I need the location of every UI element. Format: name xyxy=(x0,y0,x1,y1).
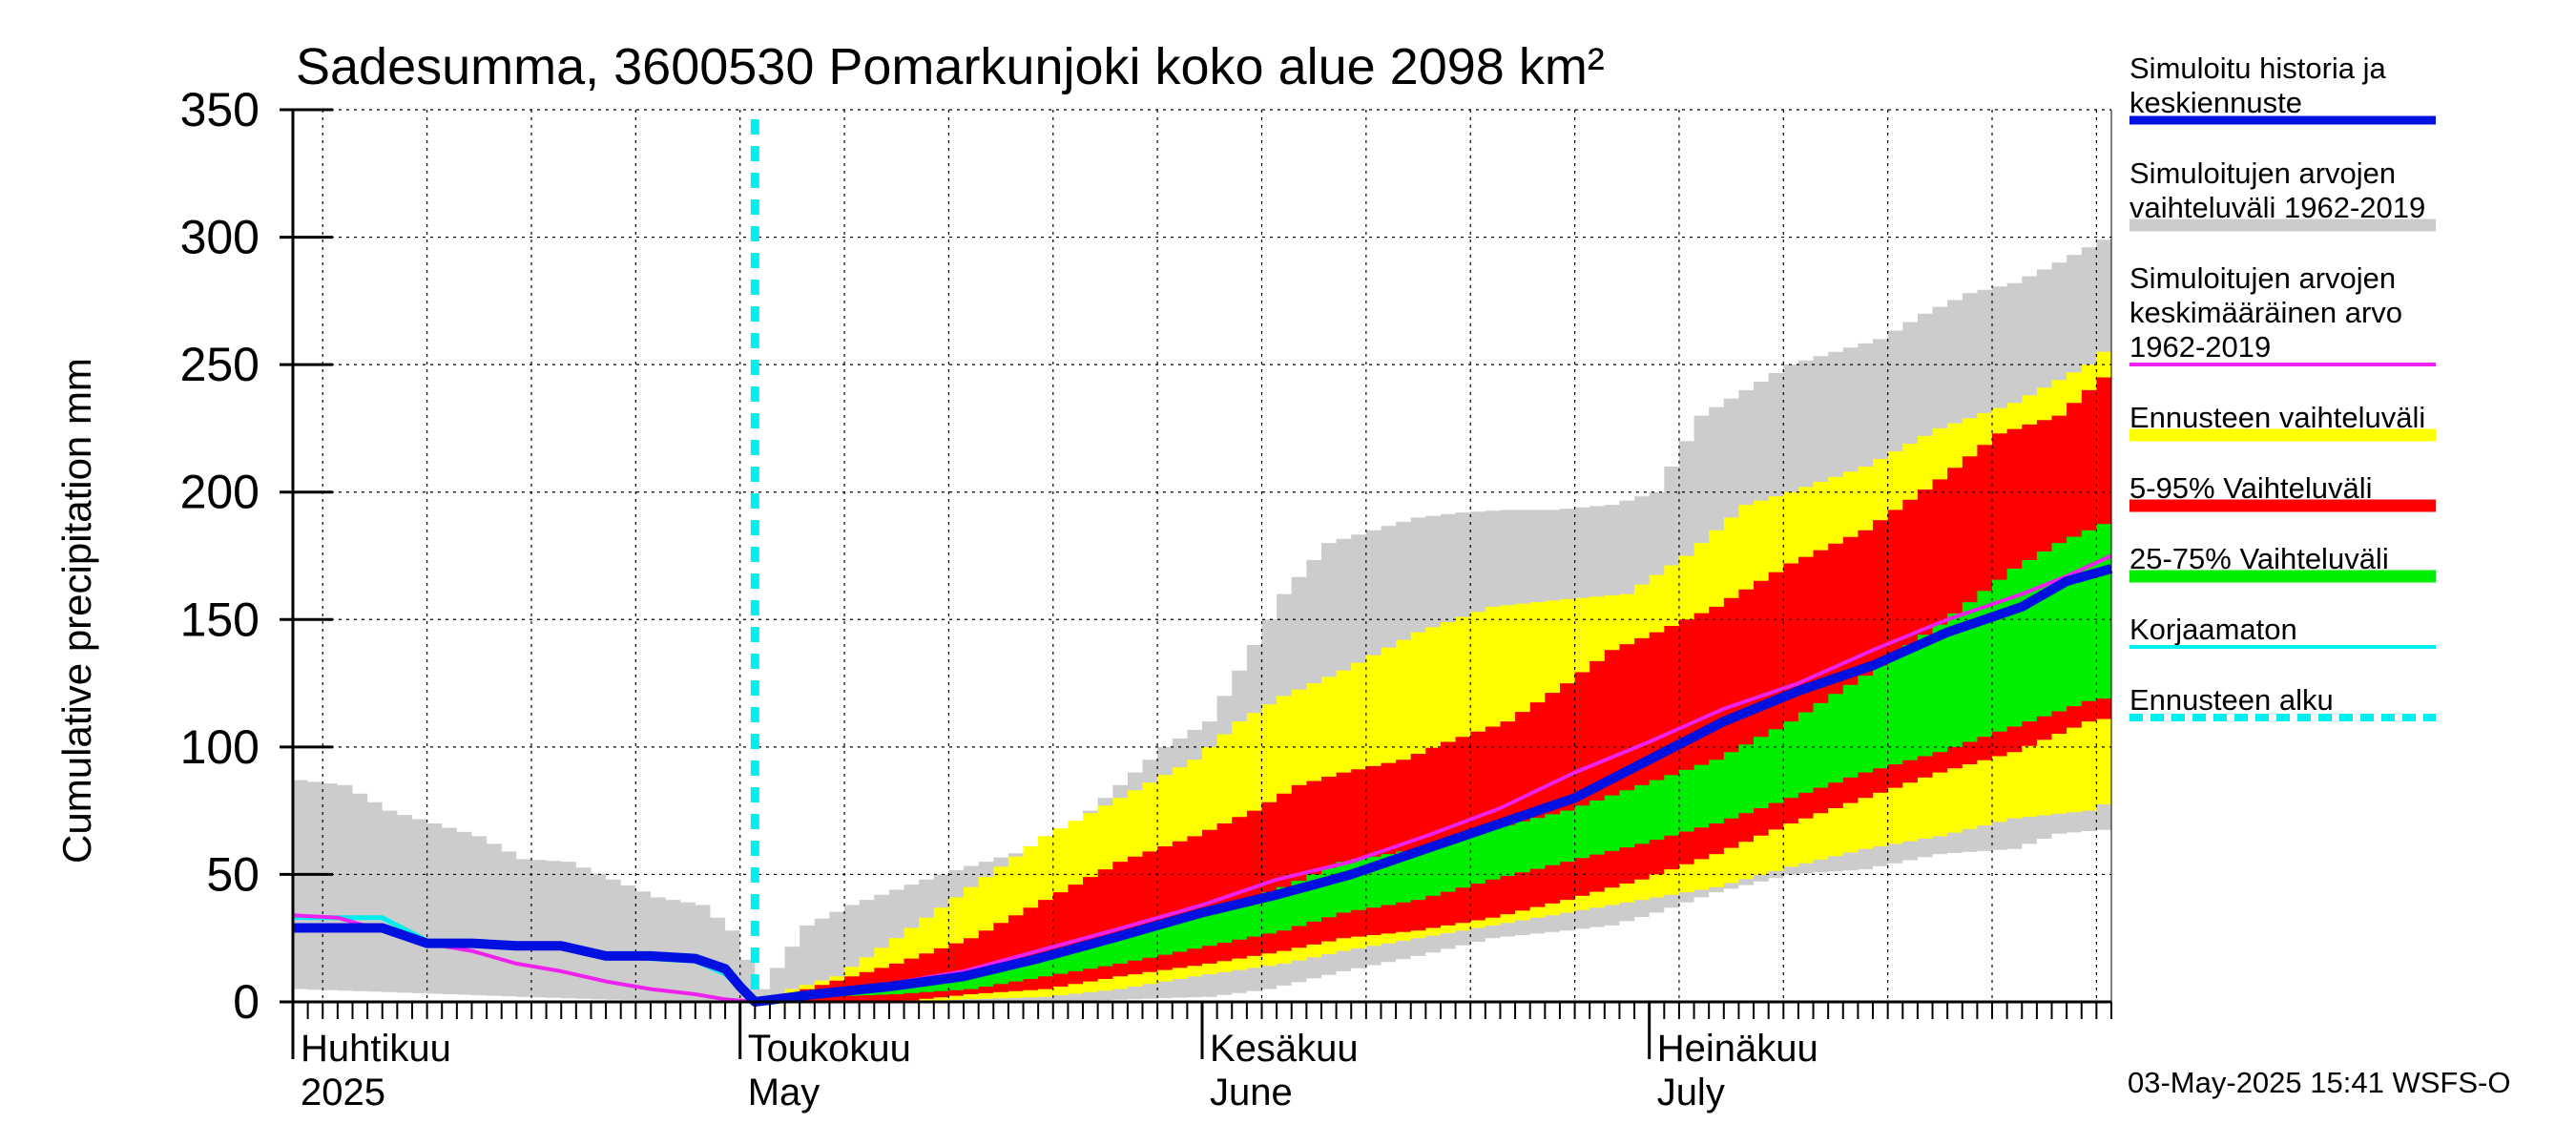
timestamp-footer: 03-May-2025 15:41 WSFS-O xyxy=(2128,1066,2510,1099)
percentile-25-75-band xyxy=(755,517,2111,1002)
y-tick-label: 0 xyxy=(233,975,260,1029)
x-month-label: Toukokuu xyxy=(748,1028,911,1070)
simulated-forecast-line xyxy=(293,564,2113,1007)
y-tick-label: 200 xyxy=(180,466,260,519)
y-tick-label: 50 xyxy=(206,847,260,901)
legend-label: Simuloitu historia ja xyxy=(2129,52,2387,85)
x-month-sublabel: 2025 xyxy=(301,1072,385,1114)
chart-title: Sadesumma, 3600530 Pomarkunjoki koko alu… xyxy=(296,38,1605,95)
legend-label: Korjaamaton xyxy=(2129,613,2297,646)
legend-label: 25-75% Vaihteluväli xyxy=(2129,542,2389,575)
legend-label: Simuloitujen arvojen xyxy=(2129,261,2396,295)
legend-label: Simuloitujen arvojen xyxy=(2129,156,2396,190)
x-month-sublabel: June xyxy=(1210,1072,1293,1114)
legend-label: 1962-2019 xyxy=(2129,330,2271,364)
x-month-label: Huhtikuu xyxy=(301,1028,451,1070)
legend-label: Ennusteen alku xyxy=(2129,683,2334,717)
legend-label: Ennusteen vaihteluväli xyxy=(2129,401,2425,434)
series-lines xyxy=(292,119,2113,1007)
y-tick-label: 250 xyxy=(180,338,260,391)
forecast-range-band xyxy=(755,339,2111,1002)
legend-label: keskiennuste xyxy=(2129,86,2302,119)
y-tick-label: 350 xyxy=(180,83,260,136)
historical-mean-line xyxy=(292,553,2112,1004)
x-month-label: Kesäkuu xyxy=(1210,1028,1359,1070)
y-axis-label: Cumulative precipitation mm xyxy=(54,358,99,864)
legend-label: vaihteluväli 1962-2019 xyxy=(2129,191,2425,224)
y-tick-label: 100 xyxy=(180,720,260,774)
x-month-label: Heinäkuu xyxy=(1657,1028,1818,1070)
legend-label: keskimääräinen arvo xyxy=(2129,296,2402,329)
x-month-sublabel: May xyxy=(748,1072,821,1114)
y-tick-label: 300 xyxy=(180,211,260,264)
plot-area xyxy=(293,232,2111,1003)
x-month-sublabel: July xyxy=(1657,1072,1725,1114)
grid-lines xyxy=(293,109,2111,1002)
y-tick-label: 150 xyxy=(180,593,260,646)
legend-label: 5-95% Vaihteluväli xyxy=(2129,471,2372,505)
